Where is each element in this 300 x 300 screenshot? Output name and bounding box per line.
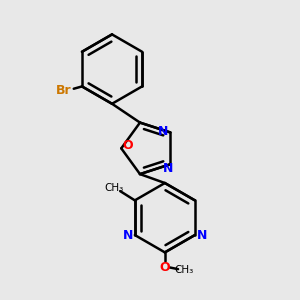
Text: Br: Br — [56, 84, 72, 97]
Text: CH₃: CH₃ — [104, 183, 123, 193]
Text: O: O — [160, 261, 170, 274]
Text: N: N — [197, 229, 207, 242]
Text: N: N — [162, 162, 173, 175]
Text: N: N — [122, 229, 133, 242]
Text: CH₃: CH₃ — [174, 265, 194, 275]
Text: O: O — [123, 139, 133, 152]
Text: N: N — [158, 124, 168, 138]
